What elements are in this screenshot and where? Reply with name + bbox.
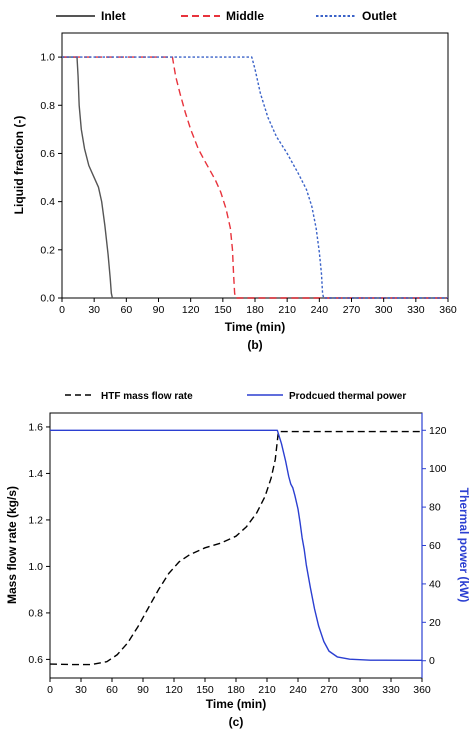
y-axis-right-c: 0 20 40 60 80 100 120 bbox=[422, 425, 447, 667]
y-tick-label: 0.8 bbox=[40, 100, 55, 112]
x-tick-label: 60 bbox=[106, 684, 118, 696]
x-tick-label: 180 bbox=[227, 684, 245, 696]
y-tick-label: 0.2 bbox=[40, 244, 55, 256]
legend-b-middle-label: Middle bbox=[226, 9, 264, 23]
y-axis-right-title-c: Thermal power (kW) bbox=[457, 488, 471, 603]
plot-frame-b bbox=[61, 32, 449, 299]
x-tick-label: 210 bbox=[278, 304, 296, 316]
x-tick-label: 60 bbox=[120, 304, 132, 316]
y-tick-label: 1.0 bbox=[28, 561, 43, 573]
y-tick-label: 0.6 bbox=[40, 148, 55, 160]
legend-c-power-label: Prodcued thermal power bbox=[289, 391, 406, 402]
mass-flow-power-chart: HTF mass flow rate Prodcued thermal powe… bbox=[5, 391, 471, 729]
x-axis-b: 0 30 60 90 120 150 180 210 240 270 300 330 360 bbox=[59, 298, 457, 316]
x-tick-label: 120 bbox=[182, 304, 200, 316]
x-axis-c: 0 30 60 90 120 150 180 210 240 270 300 330 360 bbox=[47, 678, 431, 696]
x-tick-label: 330 bbox=[382, 684, 400, 696]
x-tick-label: 330 bbox=[407, 304, 425, 316]
x-tick-label: 150 bbox=[196, 684, 214, 696]
y-tick-label: 1.6 bbox=[28, 421, 43, 433]
y-right-tick-label: 0 bbox=[429, 655, 435, 667]
x-tick-label: 270 bbox=[320, 684, 338, 696]
x-tick-label: 360 bbox=[413, 684, 431, 696]
series-line-htf-mass-flow-rate bbox=[49, 430, 422, 666]
legend-c-mass-flow-label: HTF mass flow rate bbox=[101, 391, 193, 402]
legend-c: HTF mass flow rate Prodcued thermal powe… bbox=[65, 391, 406, 402]
x-tick-label: 0 bbox=[59, 304, 65, 316]
y-tick-label: 0.0 bbox=[40, 293, 55, 305]
x-tick-label: 30 bbox=[88, 304, 100, 316]
series-group-c bbox=[49, 429, 423, 666]
x-tick-label: 210 bbox=[258, 684, 276, 696]
x-tick-label: 300 bbox=[351, 684, 369, 696]
x-tick-label: 300 bbox=[375, 304, 393, 316]
y-tick-label: 1.4 bbox=[28, 468, 43, 480]
y-right-tick-label: 60 bbox=[429, 540, 441, 552]
x-tick-label: 360 bbox=[439, 304, 457, 316]
series-group-b bbox=[62, 56, 448, 299]
y-tick-label: 0.8 bbox=[28, 607, 43, 619]
y-tick-label: 0.4 bbox=[40, 196, 55, 208]
y-axis-title-b: Liquid fraction (-) bbox=[12, 116, 26, 215]
y-right-tick-label: 20 bbox=[429, 617, 441, 629]
x-tick-label: 0 bbox=[47, 684, 53, 696]
x-tick-label: 90 bbox=[137, 684, 149, 696]
x-tick-label: 240 bbox=[311, 304, 329, 316]
y-tick-label: 1.2 bbox=[28, 514, 43, 526]
x-axis-title-c: Time (min) bbox=[206, 697, 266, 711]
y-axis-b: 0.0 0.2 0.4 0.6 0.8 1.0 bbox=[40, 52, 62, 305]
y-right-tick-label: 120 bbox=[429, 425, 447, 437]
x-tick-label: 150 bbox=[214, 304, 232, 316]
x-tick-label: 240 bbox=[289, 684, 307, 696]
x-tick-label: 270 bbox=[343, 304, 361, 316]
series-line-outlet bbox=[62, 56, 448, 299]
legend-b-outlet-label: Outlet bbox=[362, 9, 397, 23]
x-tick-label: 180 bbox=[246, 304, 264, 316]
caption-b: (b) bbox=[247, 338, 262, 352]
series-line-prodcued-thermal-power bbox=[50, 429, 423, 662]
legend-b-inlet-label: Inlet bbox=[101, 9, 126, 23]
y-right-tick-label: 100 bbox=[429, 463, 447, 475]
y-tick-label: 0.6 bbox=[28, 654, 43, 666]
series-line-middle bbox=[62, 56, 448, 299]
x-tick-label: 120 bbox=[165, 684, 183, 696]
y-axis-title-c: Mass flow rate (kg/s) bbox=[5, 486, 19, 604]
plot-frame-c bbox=[49, 412, 423, 679]
liquid-fraction-chart: Inlet Middle Outlet 0 30 60 90 120 150 180 210 2… bbox=[12, 9, 457, 352]
x-tick-label: 30 bbox=[75, 684, 87, 696]
x-axis-title-b: Time (min) bbox=[225, 320, 285, 334]
series-line-inlet bbox=[62, 56, 448, 299]
caption-c: (c) bbox=[229, 715, 244, 729]
y-right-tick-label: 40 bbox=[429, 578, 441, 590]
y-axis-c: 0.6 0.8 1.0 1.2 1.4 1.6 bbox=[28, 421, 50, 666]
x-tick-label: 90 bbox=[153, 304, 165, 316]
y-tick-label: 1.0 bbox=[40, 52, 55, 64]
y-right-tick-label: 80 bbox=[429, 502, 441, 514]
legend-b: Inlet Middle Outlet bbox=[56, 9, 397, 23]
